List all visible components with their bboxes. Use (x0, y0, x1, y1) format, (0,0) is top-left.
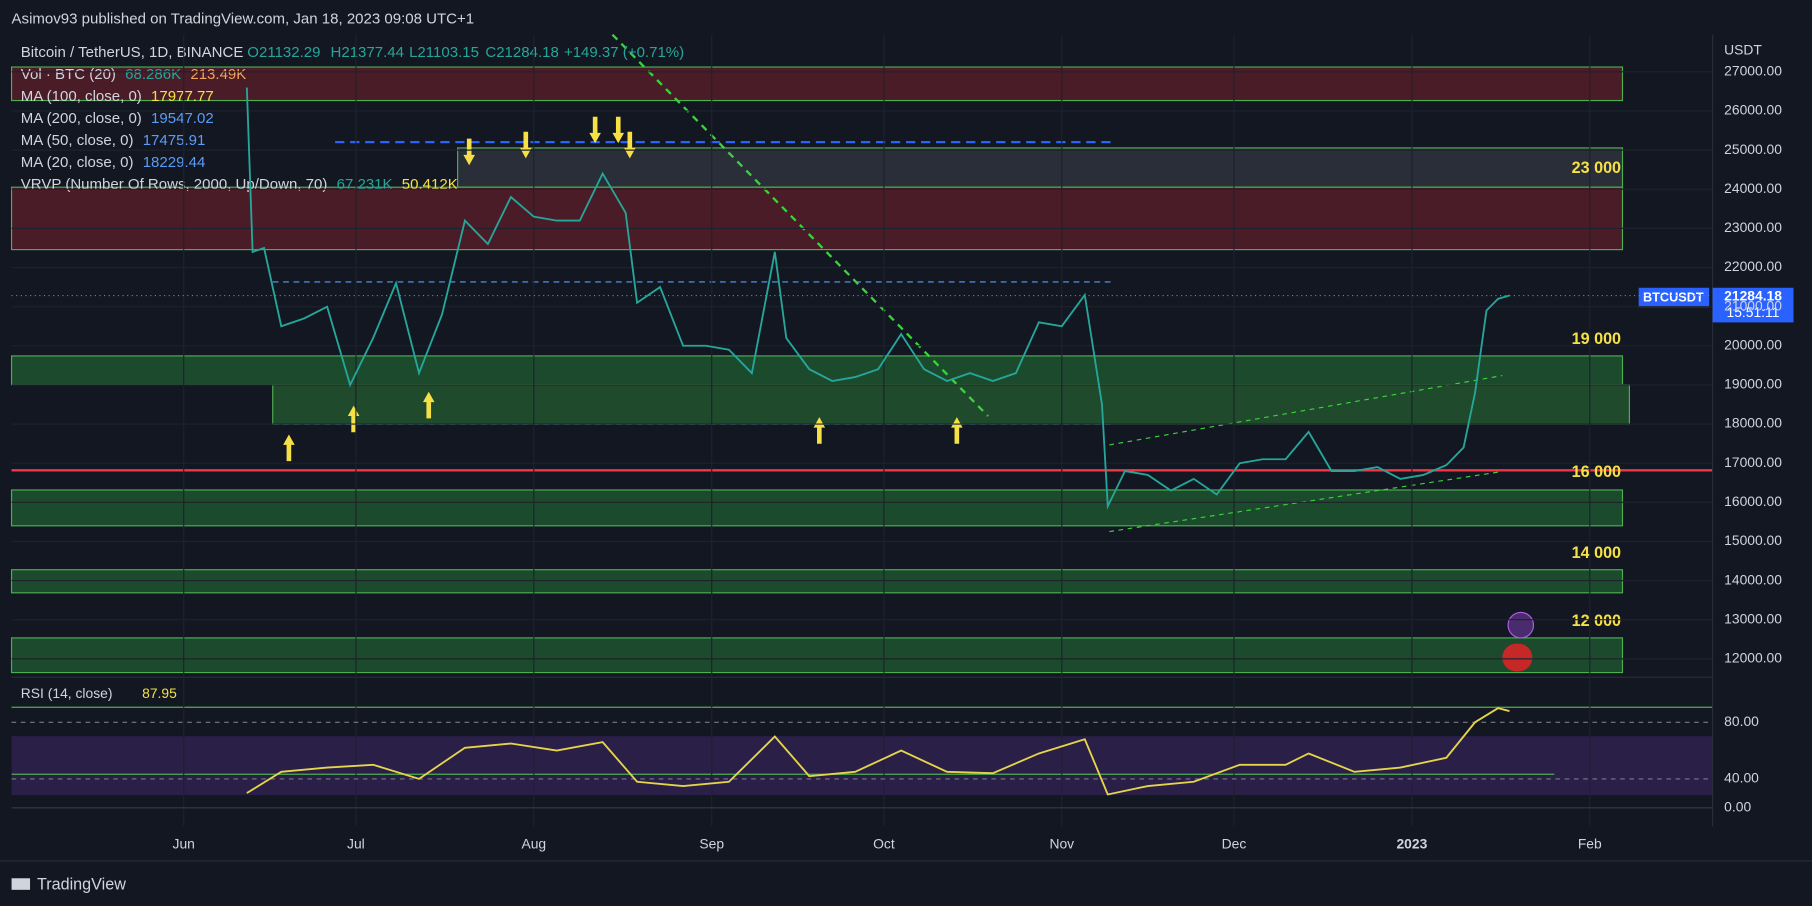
x-tick-label: Aug (521, 835, 546, 851)
zone (10, 489, 1624, 527)
y-tick-label: 12000.00 (1724, 650, 1782, 666)
y-tick-label: 23000.00 (1724, 219, 1782, 235)
level-label: 16 000 (1572, 463, 1621, 481)
ohlc-open: O21132.29 (247, 44, 320, 61)
y-tick-label: 25000.00 (1724, 141, 1782, 157)
y-tick-label: 17000.00 (1724, 454, 1782, 470)
rsi-value: 87.95 (142, 685, 177, 701)
symbol-tag (1638, 287, 1710, 308)
up-arrow (347, 405, 360, 433)
level-label: 14 000 (1572, 544, 1621, 562)
symbol: Bitcoin / TetherUS, 1D, BINANCE (21, 44, 244, 61)
ohlc-low: L21103.15 (409, 44, 479, 61)
zone (272, 384, 1630, 425)
indicator-value: 68.286K (125, 66, 181, 83)
price-tag-value: 21284.18 (1724, 288, 1782, 304)
y-tick-label: 24000.00 (1724, 180, 1782, 196)
zone (457, 147, 1624, 188)
zones (10, 33, 1713, 674)
ohlc-close: C21284.18 (485, 44, 558, 61)
symbol-tag-text: BTCUSDT (1643, 290, 1704, 305)
logo-icon (11, 878, 31, 890)
up-arrow (422, 391, 435, 419)
rsi-band (11, 736, 1713, 796)
y-tick-label: 13000.00 (1724, 610, 1782, 626)
channel-line (1109, 470, 1503, 533)
y2-tick-label: 0.00 (1724, 798, 1751, 814)
indicator-name: VRVP (Number Of Rows, 2000, Up/Down, 70) (21, 176, 328, 193)
x-tick-label: Jul (347, 835, 365, 851)
y-tick-label: 26000.00 (1724, 102, 1782, 118)
x-tick-label: Jun (173, 835, 195, 851)
level-label: 19 000 (1572, 330, 1621, 348)
y-tick-label: 27000.00 (1724, 63, 1782, 79)
published: Asimov93 published on TradingView.com, J… (12, 11, 475, 28)
zone (10, 186, 1624, 251)
rsi-line (246, 707, 1510, 796)
x-tick-label: Sep (699, 835, 724, 851)
indicator-name: MA (50, close, 0) (21, 132, 134, 149)
indicator-value: 17475.91 (143, 132, 206, 149)
indicator-name: MA (200, close, 0) (21, 110, 142, 127)
price-tag (1712, 287, 1794, 323)
indicator-name: MA (100, close, 0) (21, 88, 142, 105)
indicator-name: MA (20, close, 0) (21, 154, 134, 171)
x-tick-label: Nov (1049, 835, 1074, 851)
zone (10, 66, 1624, 102)
x-tick-label: 2023 (1396, 835, 1427, 851)
down-arrow (589, 116, 601, 144)
price-tag-timer: 15:51:11 (1726, 304, 1779, 320)
x-tick-label: Oct (873, 835, 895, 851)
y-tick-label: 15000.00 (1724, 532, 1782, 548)
y-tick-label: 20000.00 (1724, 336, 1782, 352)
ohlc-high: H21377.44 (331, 44, 404, 61)
level-label: 23 000 (1572, 159, 1621, 177)
indicator-value: 50.412K (402, 176, 458, 193)
y-tick-label: 21000.00 (1724, 297, 1782, 313)
flag-icon[interactable] (1502, 643, 1533, 672)
zone (10, 569, 1624, 594)
y-tick-label: 16000.00 (1724, 493, 1782, 509)
rsi-tick-label: 40.00 (1724, 770, 1759, 786)
event-icon[interactable] (1507, 611, 1535, 639)
zone (10, 355, 1624, 386)
level-label: 12 000 (1572, 612, 1621, 630)
zone (10, 637, 1624, 674)
down-arrow (624, 131, 636, 159)
y-tick-label: 19000.00 (1724, 376, 1782, 392)
indicator-value: 18229.44 (143, 154, 206, 171)
indicator-value: 213.49K (190, 66, 246, 83)
indicator-value: 67.231K (337, 176, 393, 193)
x-tick-label: Dec (1222, 835, 1247, 851)
x-tick-label: Feb (1578, 835, 1602, 851)
footer-logo[interactable]: TradingView (37, 875, 126, 893)
y-tick-label: 14000.00 (1724, 571, 1782, 587)
up-arrow (283, 434, 295, 462)
y-tick-label: 22000.00 (1724, 258, 1782, 274)
down-arrow (612, 116, 625, 144)
down-arrow (463, 138, 475, 166)
indicator-value: 19547.02 (151, 110, 214, 127)
trend-line (611, 33, 989, 417)
indicator-name: Vol · BTC (20) (21, 66, 116, 83)
channel-line (1109, 375, 1503, 446)
indicator-value: 17977.77 (151, 88, 214, 105)
rsi-title: RSI (14, close) (21, 685, 113, 701)
ohlc-change: +149.37 (+0.71%) (564, 44, 684, 61)
y-axis-title: USDT (1724, 42, 1762, 58)
down-arrow (520, 131, 532, 159)
price-line (245, 87, 1510, 510)
rsi-tick-label: 80.00 (1724, 713, 1759, 729)
y-tick-label: 18000.00 (1724, 415, 1782, 431)
